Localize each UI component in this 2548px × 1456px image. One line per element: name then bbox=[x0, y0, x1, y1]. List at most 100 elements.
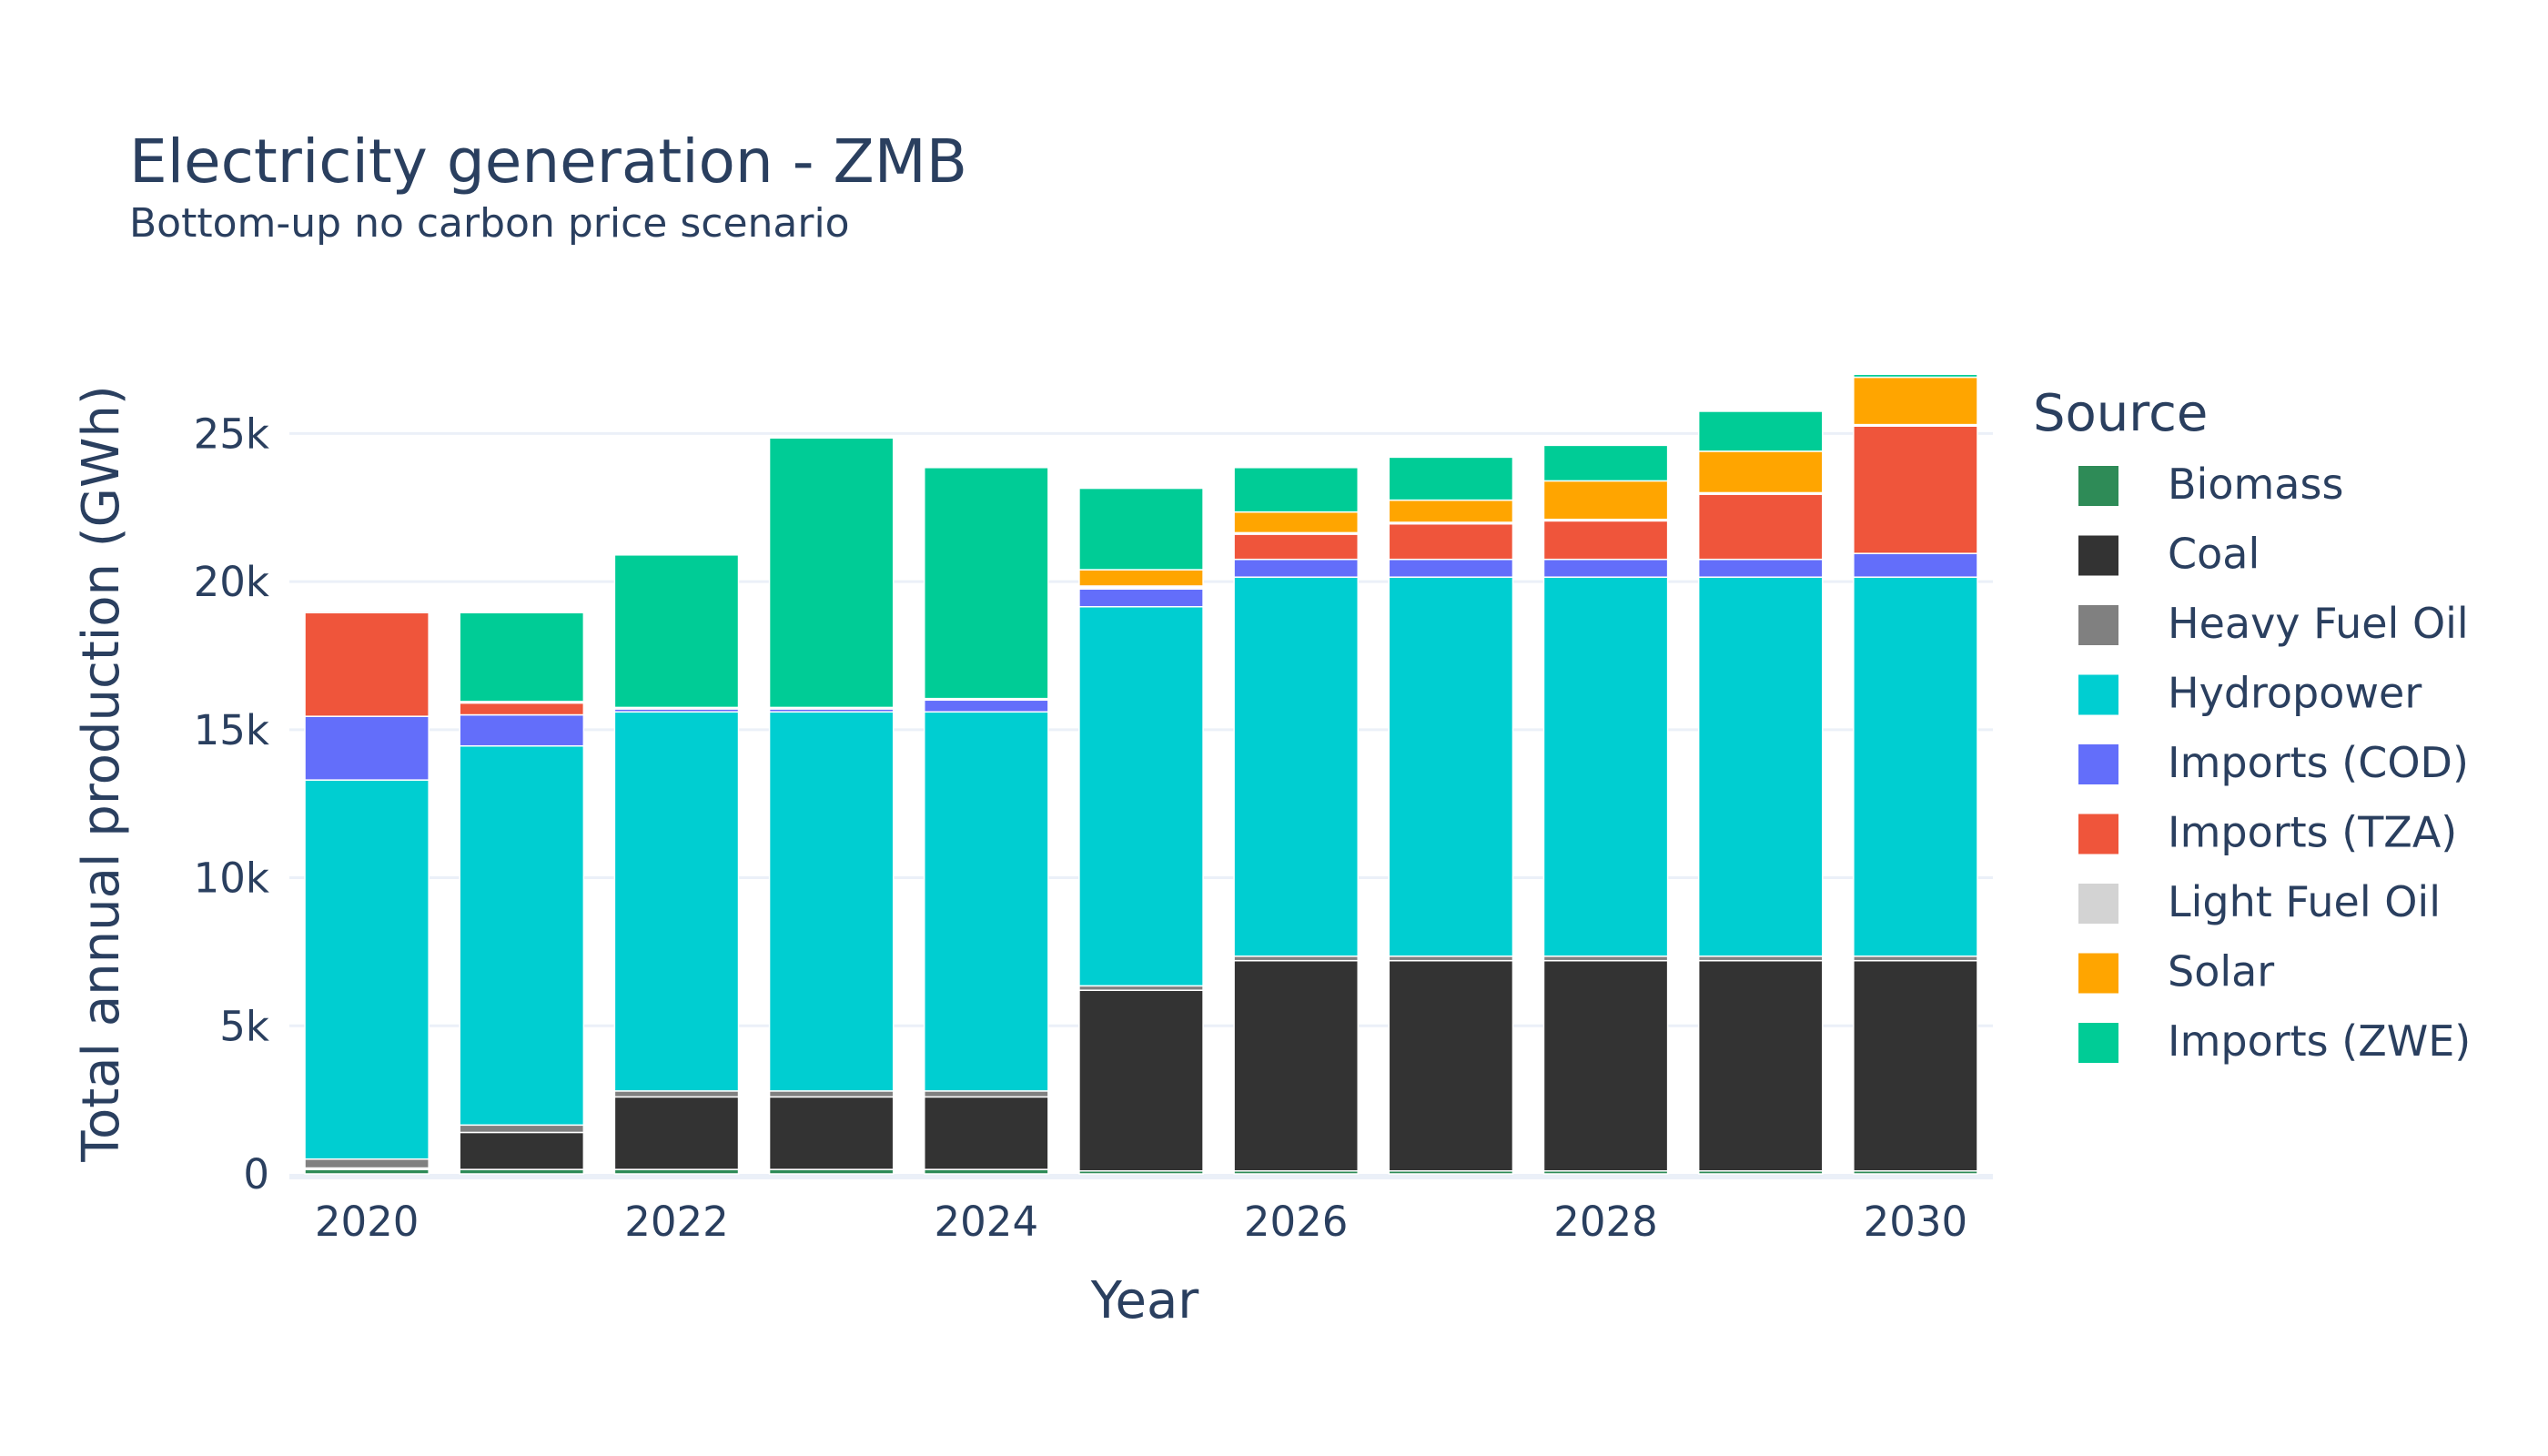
bar-imports-cod-2025[interactable] bbox=[1078, 588, 1204, 608]
legend-label[interactable]: Heavy Fuel Oil bbox=[2168, 599, 2469, 648]
bar-heavy-fuel-oil-2020[interactable] bbox=[304, 1158, 430, 1169]
bar-coal-2022[interactable] bbox=[613, 1096, 740, 1170]
bar-hydropower-2022[interactable] bbox=[613, 711, 740, 1092]
bar-imports-cod-2024[interactable] bbox=[923, 699, 1049, 713]
bar-coal-2023[interactable] bbox=[768, 1096, 895, 1170]
bar-light-fuel-oil-2020[interactable] bbox=[304, 610, 430, 614]
bar-imports-tza-2026[interactable] bbox=[1233, 533, 1360, 561]
legend-label[interactable]: Hydropower bbox=[2168, 669, 2422, 718]
legend-swatch[interactable] bbox=[2078, 674, 2118, 715]
legend-label[interactable]: Imports (TZA) bbox=[2168, 808, 2457, 857]
y-tick-label: 20k bbox=[194, 558, 269, 606]
bar-imports-zwe-2030[interactable] bbox=[1853, 373, 1978, 379]
legend-label[interactable]: Solar bbox=[2168, 947, 2274, 996]
bar-solar-2030[interactable] bbox=[1853, 376, 1978, 426]
legend-swatch[interactable] bbox=[2078, 535, 2118, 576]
bar-imports-zwe-2025[interactable] bbox=[1078, 487, 1204, 571]
legend-title: Source bbox=[2033, 384, 2208, 443]
legend-label[interactable]: Imports (ZWE) bbox=[2168, 1016, 2471, 1066]
bar-imports-cod-2020[interactable] bbox=[304, 715, 430, 781]
bar-solar-2027[interactable] bbox=[1388, 499, 1514, 523]
bar-heavy-fuel-oil-2022[interactable] bbox=[613, 1090, 740, 1098]
bar-solar-2026[interactable] bbox=[1233, 511, 1360, 534]
legend-swatch[interactable] bbox=[2078, 953, 2118, 994]
bar-coal-2021[interactable] bbox=[459, 1131, 585, 1170]
bar-imports-tza-2027[interactable] bbox=[1388, 522, 1514, 561]
bar-hydropower-2028[interactable] bbox=[1542, 576, 1669, 957]
y-tick-label: 5k bbox=[219, 1002, 269, 1050]
bar-hydropower-2023[interactable] bbox=[768, 711, 895, 1092]
legend-swatch[interactable] bbox=[2078, 1023, 2118, 1063]
chart-subtitle: Bottom-up no carbon price scenario bbox=[129, 200, 850, 247]
y-axis-title: Total annual production (GWh) bbox=[72, 385, 131, 1163]
x-tick-label: 2028 bbox=[1553, 1198, 1658, 1246]
bar-hydropower-2020[interactable] bbox=[304, 779, 430, 1160]
bar-hydropower-2026[interactable] bbox=[1233, 576, 1360, 957]
bar-coal-2030[interactable] bbox=[1853, 959, 1978, 1172]
bar-coal-2026[interactable] bbox=[1233, 959, 1360, 1172]
bar-imports-cod-2028[interactable] bbox=[1542, 558, 1669, 578]
legend-swatch[interactable] bbox=[2078, 605, 2118, 645]
bar-imports-cod-2026[interactable] bbox=[1233, 558, 1360, 578]
x-tick-label: 2026 bbox=[1244, 1198, 1349, 1246]
legend-label[interactable]: Imports (COD) bbox=[2168, 738, 2469, 787]
bar-imports-tza-2029[interactable] bbox=[1697, 493, 1824, 561]
bar-imports-cod-2029[interactable] bbox=[1697, 558, 1824, 578]
legend: Source Biomass Coal Heavy Fuel Oil Hydropow… bbox=[2033, 384, 2471, 1066]
bar-hydropower-2021[interactable] bbox=[459, 744, 585, 1127]
bar-hydropower-2027[interactable] bbox=[1388, 576, 1514, 957]
legend-label[interactable]: Light Fuel Oil bbox=[2168, 877, 2441, 926]
y-axis: 0 5k 10k 15k 20k 25k bbox=[194, 410, 269, 1198]
x-tick-label: 2024 bbox=[935, 1198, 1039, 1246]
bar-imports-tza-2030[interactable] bbox=[1853, 425, 1978, 554]
bar-hydropower-2025[interactable] bbox=[1078, 606, 1204, 987]
bar-heavy-fuel-oil-2024[interactable] bbox=[923, 1090, 1049, 1098]
bar-hydropower-2029[interactable] bbox=[1697, 576, 1824, 957]
bar-hydropower-2030[interactable] bbox=[1853, 576, 1978, 957]
bar-coal-2027[interactable] bbox=[1388, 959, 1514, 1172]
y-tick-label: 10k bbox=[194, 854, 269, 903]
bar-imports-zwe-2023[interactable] bbox=[768, 437, 895, 709]
bar-imports-zwe-2027[interactable] bbox=[1388, 456, 1514, 501]
bar-imports-cod-2030[interactable] bbox=[1853, 552, 1978, 578]
bar-coal-2025[interactable] bbox=[1078, 989, 1204, 1172]
bar-solar-2029[interactable] bbox=[1697, 450, 1824, 494]
x-tick-label: 2022 bbox=[624, 1198, 729, 1246]
bar-imports-zwe-2024[interactable] bbox=[923, 467, 1049, 700]
bar-coal-2024[interactable] bbox=[923, 1096, 1049, 1170]
legend-label[interactable]: Biomass bbox=[2168, 460, 2343, 509]
legend-swatch[interactable] bbox=[2078, 814, 2118, 854]
bar-solar-2025[interactable] bbox=[1078, 569, 1204, 587]
bar-imports-cod-2021[interactable] bbox=[459, 713, 585, 747]
y-tick-label: 15k bbox=[194, 706, 269, 754]
y-tick-label: 25k bbox=[194, 410, 269, 458]
chart-title: Electricity generation - ZMB bbox=[129, 126, 967, 197]
bar-imports-zwe-2029[interactable] bbox=[1697, 410, 1824, 452]
legend-swatch[interactable] bbox=[2078, 744, 2118, 784]
bar-imports-zwe-2028[interactable] bbox=[1542, 444, 1669, 482]
bar-heavy-fuel-oil-2021[interactable] bbox=[459, 1124, 585, 1134]
bar-hydropower-2024[interactable] bbox=[923, 711, 1049, 1092]
legend-label[interactable]: Coal bbox=[2168, 530, 2260, 579]
bar-coal-2028[interactable] bbox=[1542, 959, 1669, 1172]
bar-imports-zwe-2021[interactable] bbox=[459, 612, 585, 703]
bar-imports-cod-2027[interactable] bbox=[1388, 558, 1514, 578]
legend-swatch[interactable] bbox=[2078, 884, 2118, 924]
bar-imports-zwe-2026[interactable] bbox=[1233, 467, 1360, 513]
legend-swatch[interactable] bbox=[2078, 466, 2118, 506]
bar-heavy-fuel-oil-2023[interactable] bbox=[768, 1090, 895, 1098]
x-axis-title: Year bbox=[1090, 1271, 1200, 1330]
bar-coal-2029[interactable] bbox=[1697, 959, 1824, 1172]
x-tick-label: 2030 bbox=[1864, 1198, 1968, 1246]
bar-imports-tza-2020[interactable] bbox=[304, 612, 430, 717]
x-axis: 2020 2022 2024 2026 2028 2030 bbox=[315, 1198, 1967, 1246]
bar-layer bbox=[304, 373, 1978, 1175]
bar-imports-tza-2021[interactable] bbox=[459, 702, 585, 716]
y-tick-label: 0 bbox=[243, 1150, 269, 1198]
bar-solar-2028[interactable] bbox=[1542, 480, 1669, 521]
bar-imports-tza-2028[interactable] bbox=[1542, 520, 1669, 561]
bar-imports-zwe-2022[interactable] bbox=[613, 554, 740, 709]
x-tick-label: 2020 bbox=[315, 1198, 420, 1246]
